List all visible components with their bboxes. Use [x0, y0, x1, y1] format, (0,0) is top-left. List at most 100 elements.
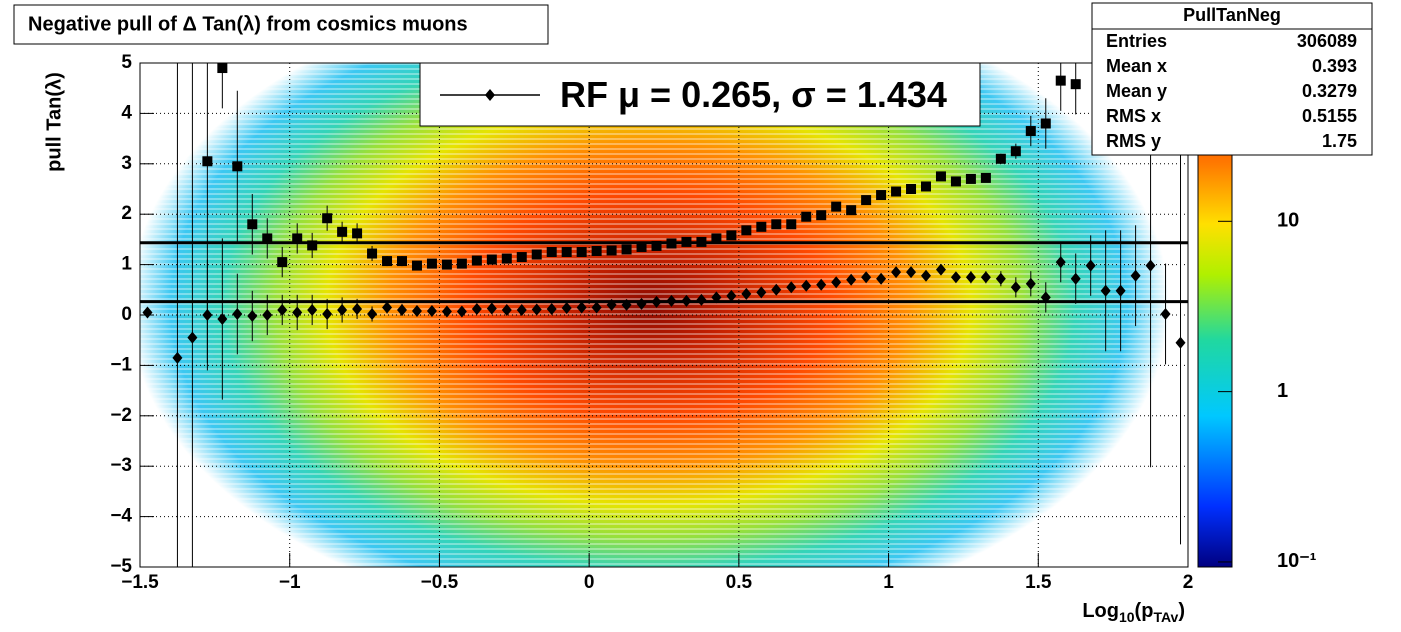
- stats-rows: Entries 306089 Mean x 0.393 Mean y 0.3279 RMS …: [1106, 31, 1357, 151]
- point-diamond: [456, 305, 467, 318]
- legend-marker: [485, 89, 495, 101]
- point-square: [382, 256, 393, 267]
- point-square: [786, 219, 797, 230]
- point-square: [471, 255, 482, 266]
- point-diamond: [277, 303, 288, 316]
- point-diamond: [681, 294, 692, 307]
- point-square: [816, 210, 827, 221]
- y-axis-title: pull Tan(λ): [43, 72, 65, 172]
- point-diamond: [1025, 277, 1036, 290]
- point-diamond: [726, 289, 737, 302]
- point-diamond: [426, 304, 437, 317]
- x-tick-label: 1.5: [1025, 572, 1052, 593]
- point-diamond: [771, 283, 782, 296]
- point-square: [980, 172, 991, 183]
- point-diamond: [187, 331, 198, 344]
- x-axis-title-part: ): [1178, 600, 1185, 622]
- point-diamond: [891, 266, 902, 279]
- point-diamond: [950, 271, 961, 284]
- point-square: [921, 181, 931, 192]
- point-diamond: [636, 297, 647, 310]
- point-square: [531, 249, 542, 260]
- point-diamond: [801, 279, 812, 292]
- point-diamond: [816, 278, 827, 291]
- point-square: [696, 236, 707, 247]
- point-diamond: [786, 281, 797, 294]
- point-square: [1010, 146, 1021, 157]
- point-square: [546, 247, 557, 257]
- legend-sigma: 1.434: [847, 74, 947, 115]
- point-square: [1070, 79, 1081, 90]
- point-square: [935, 171, 946, 182]
- point-diamond: [831, 276, 842, 289]
- point-diamond: [172, 351, 183, 364]
- point-square: [621, 244, 632, 255]
- point-diamond: [861, 271, 872, 284]
- point-diamond: [741, 287, 752, 300]
- point-square: [651, 240, 662, 251]
- y-tick-label: 5: [121, 52, 132, 73]
- point-square: [846, 205, 857, 216]
- point-diamond: [531, 303, 542, 316]
- x-axis-title-sub: TAv: [1153, 609, 1178, 625]
- x-tick-label: 2: [1183, 572, 1194, 593]
- point-square: [906, 184, 917, 194]
- chart-title: Negative pull of Δ Tan(λ) from cosmics m…: [28, 13, 468, 35]
- point-diamond: [397, 303, 407, 316]
- z-tick-label: 10: [1277, 210, 1299, 232]
- point-square: [232, 161, 243, 172]
- point-square: [576, 247, 587, 257]
- point-diamond: [352, 302, 363, 315]
- marks: [140, 63, 1188, 567]
- point-square: [247, 219, 258, 230]
- point-square: [801, 211, 812, 222]
- point-diamond: [1175, 336, 1186, 349]
- point-square: [262, 233, 273, 244]
- point-diamond: [1070, 272, 1081, 285]
- stats-value: 306089: [1297, 31, 1357, 51]
- stats-label: Entries: [1106, 31, 1167, 51]
- point-square: [516, 252, 527, 263]
- point-square: [965, 173, 976, 184]
- y-tick-label: 3: [121, 153, 132, 174]
- x-axis-title-part: Log: [1082, 600, 1119, 622]
- y-tick-label: −4: [110, 506, 132, 527]
- z-tick-label: 1: [1277, 380, 1288, 402]
- point-square: [277, 257, 288, 268]
- point-square: [1040, 118, 1051, 129]
- stats-box: [1091, 2, 1373, 156]
- point-diamond: [995, 272, 1006, 285]
- x-tick-label: −0.5: [421, 572, 459, 593]
- y-tick-label: 4: [121, 102, 132, 123]
- point-square: [352, 228, 363, 239]
- point-square: [726, 230, 737, 241]
- point-diamond: [651, 295, 662, 308]
- stats-label: RMS y: [1106, 131, 1161, 151]
- y-tick-label: 0: [121, 304, 132, 325]
- point-diamond: [591, 301, 602, 314]
- point-diamond: [1085, 259, 1096, 272]
- point-diamond: [561, 301, 572, 314]
- point-square: [367, 248, 378, 259]
- legend-name: RF: [560, 74, 608, 115]
- point-diamond: [546, 302, 557, 315]
- point-diamond: [935, 263, 946, 276]
- point-diamond: [876, 272, 887, 285]
- point-diamond: [471, 302, 482, 315]
- point-square: [771, 219, 782, 230]
- legend-sigma-label: σ =: [781, 74, 847, 115]
- stats-label: Mean y: [1106, 81, 1167, 101]
- point-square: [322, 213, 333, 224]
- point-square: [741, 225, 752, 236]
- y-tick-label: 1: [121, 254, 132, 275]
- y-tick-label: 2: [121, 203, 132, 224]
- point-diamond: [322, 307, 333, 320]
- point-diamond: [696, 293, 707, 306]
- stats-value: 0.393: [1312, 56, 1357, 76]
- point-diamond: [247, 310, 258, 323]
- point-square: [636, 241, 647, 252]
- point-square: [831, 201, 842, 212]
- point-diamond: [367, 307, 378, 320]
- point-square: [1025, 126, 1036, 137]
